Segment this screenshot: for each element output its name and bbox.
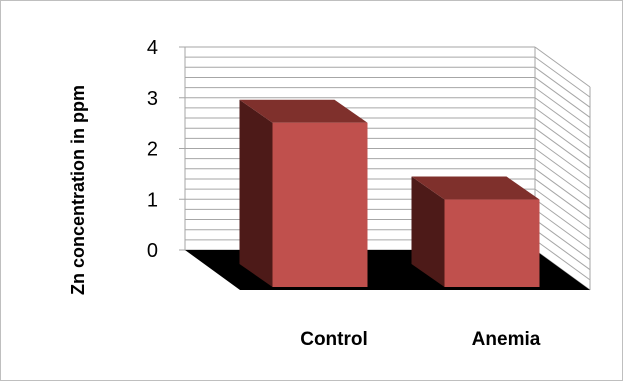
side-gridline	[534, 148, 591, 189]
y-tick-label: 2	[147, 139, 158, 161]
bar-top-control	[239, 99, 368, 123]
side-gridline	[534, 97, 591, 139]
side-gridline	[534, 188, 591, 230]
side-gridline	[534, 219, 591, 260]
side-gridline	[534, 46, 591, 88]
bar-side-anemia	[411, 176, 445, 287]
y-tick-label: 3	[147, 88, 158, 110]
side-gridline	[534, 87, 591, 129]
y-tick-labels: 0 1 2 3 4	[147, 37, 158, 262]
side-gridline	[534, 77, 591, 118]
side-gridline	[534, 208, 591, 250]
category-label-control: Control	[300, 329, 368, 350]
bar-side-control	[239, 99, 273, 287]
side-gridline	[534, 117, 591, 159]
side-gridline	[534, 107, 591, 149]
side-gridline	[534, 56, 591, 98]
bars-layer	[239, 99, 540, 287]
side-gridline	[534, 198, 591, 240]
category-labels: Control Anemia	[300, 329, 541, 350]
bar-anemia	[444, 199, 540, 287]
side-gridline	[534, 239, 591, 281]
y-tick-label: 4	[147, 37, 158, 59]
side-gridline	[534, 158, 591, 200]
y-tick-label: 1	[147, 189, 158, 211]
bar-control	[272, 122, 368, 287]
side-gridline	[534, 137, 591, 179]
side-gridline	[534, 127, 591, 169]
y-tick-label: 0	[147, 240, 158, 262]
bar-top-anemia	[411, 176, 540, 200]
category-label-anemia: Anemia	[472, 329, 541, 350]
side-gridline	[534, 168, 591, 210]
side-gridline	[534, 229, 591, 271]
side-gridline	[534, 178, 591, 220]
side-gridline	[534, 66, 591, 108]
y-axis-label: Zn concentration in ppm	[68, 85, 88, 295]
